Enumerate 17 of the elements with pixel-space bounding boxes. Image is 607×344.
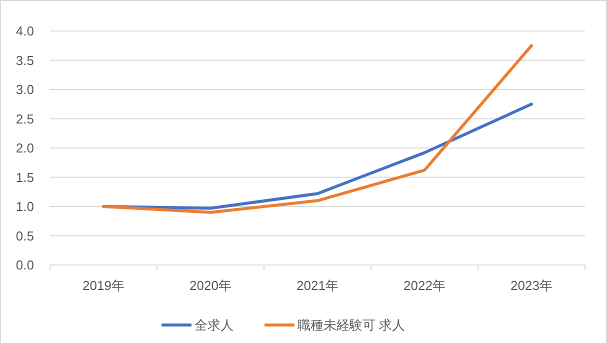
y-tick-label: 3.0 [16,82,34,97]
x-tick-label: 2022年 [404,278,446,293]
y-tick-label: 0.5 [16,228,34,244]
x-tick-label: 2020年 [190,278,232,293]
y-tick-label: 2.0 [16,140,34,156]
legend-label: 全求人 [194,318,234,332]
x-tick-label: 2023年 [510,278,552,293]
line-series [102,44,533,214]
y-tick-label: 2.5 [16,111,34,126]
legend-label: 職種未経験可 求人 [298,318,406,332]
x-tick-label: 2021年 [296,278,338,293]
y-tick-label: 0.0 [16,258,34,272]
x-tick-label: 2019年 [82,278,124,293]
y-tick-label: 4.0 [16,24,34,38]
y-tick-label: 1.5 [16,170,34,185]
y-tick-label: 1.0 [16,199,34,214]
y-tick-label: 3.5 [16,52,34,68]
